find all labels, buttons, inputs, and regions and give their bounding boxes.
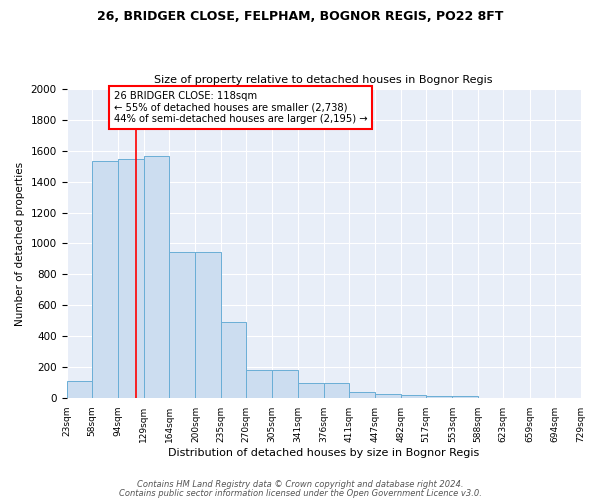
Bar (452, 396, 478, 398)
Bar (143, 156, 169, 398)
Bar (349, 392, 375, 398)
Bar (92, 161, 118, 398)
Text: Contains public sector information licensed under the Open Government Licence v3: Contains public sector information licen… (119, 490, 481, 498)
Bar (426, 396, 452, 398)
Bar (401, 394, 426, 398)
Bar (298, 383, 323, 398)
Bar (67, 381, 92, 398)
Bar (169, 252, 196, 398)
Bar (196, 252, 221, 398)
Bar (323, 383, 349, 398)
Bar (247, 370, 272, 398)
Bar (272, 370, 298, 398)
Text: 26, BRIDGER CLOSE, FELPHAM, BOGNOR REGIS, PO22 8FT: 26, BRIDGER CLOSE, FELPHAM, BOGNOR REGIS… (97, 10, 503, 23)
Text: Contains HM Land Registry data © Crown copyright and database right 2024.: Contains HM Land Registry data © Crown c… (137, 480, 463, 489)
Text: 26 BRIDGER CLOSE: 118sqm
← 55% of detached houses are smaller (2,738)
44% of sem: 26 BRIDGER CLOSE: 118sqm ← 55% of detach… (114, 91, 367, 124)
Bar (118, 158, 143, 398)
Bar (375, 394, 401, 398)
Y-axis label: Number of detached properties: Number of detached properties (15, 162, 25, 326)
X-axis label: Distribution of detached houses by size in Bognor Regis: Distribution of detached houses by size … (168, 448, 479, 458)
Bar (221, 322, 247, 398)
Title: Size of property relative to detached houses in Bognor Regis: Size of property relative to detached ho… (154, 76, 493, 86)
